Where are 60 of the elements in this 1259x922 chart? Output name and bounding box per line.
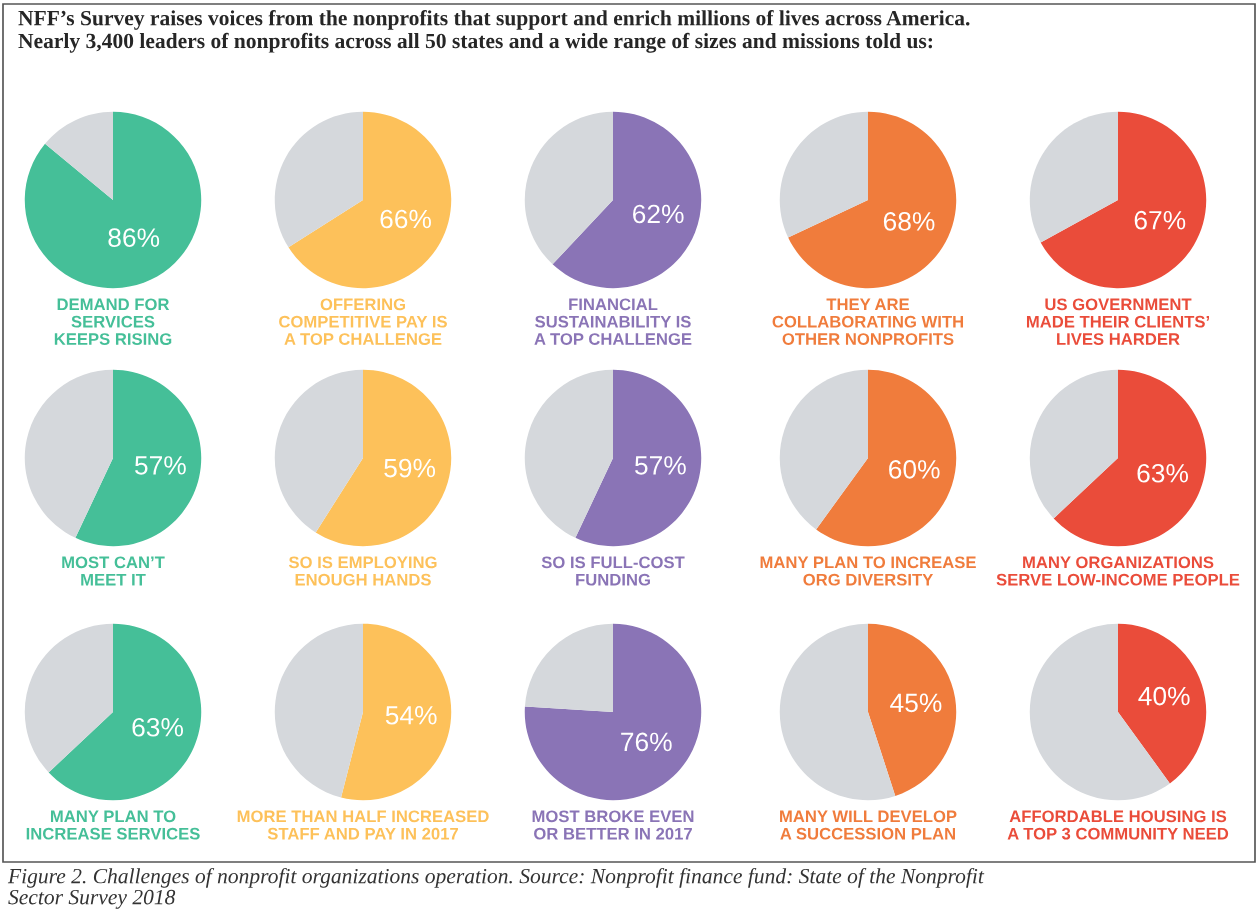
- text: MORE THAN HALF INCREASED STAFF AND PAY IN 2017: [237, 810, 489, 840]
- data-label: 63%: [1137, 463, 1189, 483]
- data-label: 60%: [889, 460, 940, 479]
- pie-slice: [524, 111, 613, 265]
- pie-slice: [779, 369, 868, 530]
- text: MANY WILL DEVELOP A SUCCESSION PLAN: [780, 810, 957, 840]
- pie-slice: [274, 623, 363, 798]
- data-label: 63%: [132, 717, 184, 737]
- data-label: 76%: [621, 732, 672, 752]
- data-label: 40%: [1138, 686, 1190, 706]
- pie-slice: [1029, 369, 1118, 519]
- text: OFFERING COMPETITIVE PAY IS A TOP CHALLENGE: [279, 298, 447, 345]
- caption: Figure 2. Challenges of nonprofit organizations operation. Source: Nonprofit finance fund: State of the Nonprofit Sector Survey 2018: [7, 868, 985, 909]
- pie-slice: [1118, 623, 1207, 784]
- data-label: 45%: [890, 693, 942, 713]
- text: MANY PLAN TO INCREASE SERVICES: [26, 810, 200, 840]
- pie-slice: [274, 111, 363, 248]
- pie-slice: [524, 623, 613, 712]
- data-label: 67%: [1134, 210, 1186, 230]
- data-label: 62%: [633, 204, 684, 224]
- text: SO IS EMPLOYING ENOUGH HANDS: [288, 556, 437, 586]
- pie-slice: [779, 111, 868, 238]
- text: MANY ORGANIZATIONS SERVE LOW-INCOME PEOPLE: [996, 556, 1240, 586]
- pie-slice: [552, 111, 702, 289]
- data-label: 86%: [108, 228, 160, 247]
- data-label: 66%: [380, 209, 431, 229]
- pie-slice: [1053, 369, 1207, 547]
- text: THEY ARE COLLABORATING WITH OTHER NONPROFITS: [772, 298, 964, 345]
- pie-slice: [341, 623, 452, 801]
- text: AFFORDABLE HOUSING IS A TOP 3 COMMUNITY NEED: [1007, 810, 1229, 840]
- pie-slice: [288, 111, 452, 289]
- pie-slice: [24, 369, 113, 538]
- pie-slice: [315, 369, 452, 547]
- pie-slice: [524, 623, 702, 801]
- text: MOST CAN’T MEET IT: [62, 556, 165, 586]
- pie-slice: [24, 623, 113, 773]
- pie-slice: [1029, 111, 1118, 243]
- pie-slice: [1040, 111, 1207, 289]
- pie-slice: [24, 111, 202, 289]
- pie-slice: [75, 369, 202, 547]
- pie-slice: [45, 111, 113, 200]
- text: SO IS FULL-COST FUNDING: [541, 556, 685, 586]
- text: NFF’s Survey raises voices from the nonprofits that support and enrich millions of lives across America. Nearly 3,400 leaders of nonprofits across all 50 states and a wide range of sizes and missions told us:: [18, 10, 970, 53]
- text: MOST BROKE EVEN OR BETTER IN 2017: [532, 810, 694, 840]
- pie-slice: [524, 369, 613, 538]
- text: DEMAND FOR SERVICES KEEPS RISING: [54, 298, 172, 345]
- pie-slice: [274, 369, 363, 533]
- text: FINANCIAL SUSTAINABILITY IS A TOP CHALLENGE: [534, 298, 692, 345]
- data-label: 57%: [135, 456, 186, 475]
- text: MANY PLAN TO INCREASE ORG DIVERSITY: [760, 556, 976, 586]
- pie-slice: [788, 111, 957, 289]
- data-label: 57%: [635, 456, 686, 475]
- pie-slice: [575, 369, 702, 547]
- data-label: 54%: [385, 706, 437, 725]
- pie-slice: [868, 623, 957, 796]
- text: US GOVERNMENT MADE THEIR CLIENTS’ LIVES HARDER: [1026, 298, 1209, 345]
- pie-slice: [816, 369, 957, 547]
- data-label: 68%: [883, 212, 935, 231]
- data-label: 59%: [384, 458, 436, 478]
- pie-slice: [48, 623, 202, 801]
